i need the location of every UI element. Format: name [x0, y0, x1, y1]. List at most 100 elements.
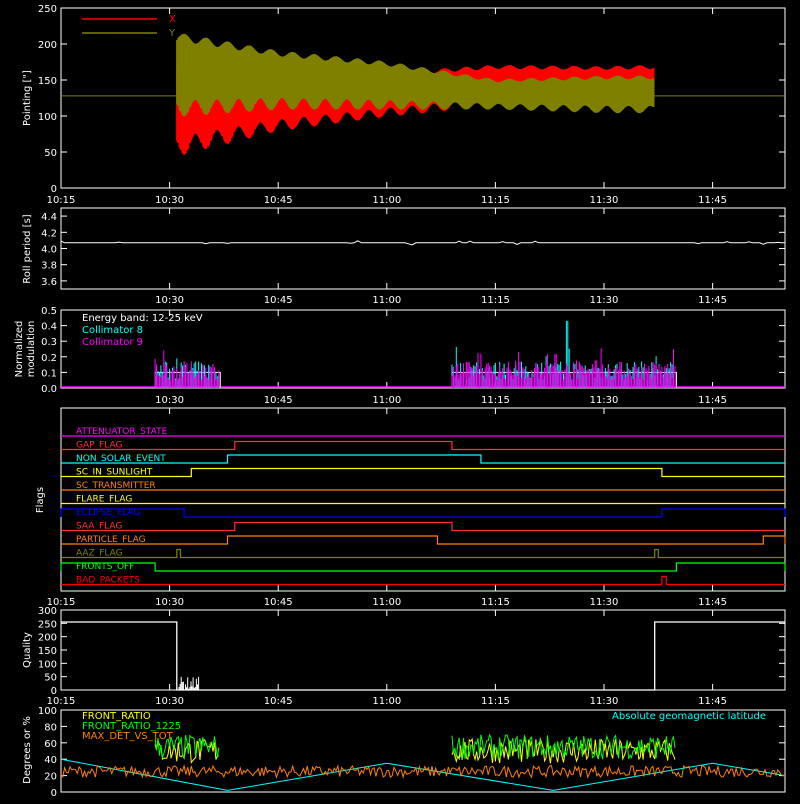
legend-max-det: MAX_DET_VS_TOT: [82, 731, 174, 742]
xtick-label: 11:15: [481, 395, 510, 406]
xtick-label: 10:45: [264, 696, 293, 707]
xtick-label: 11:30: [590, 597, 619, 608]
xtick-label: 10:45: [264, 597, 293, 608]
ratios-panel: Degrees or % 0 20 40 60 80 100 FRONT_RATIO FR…: [22, 706, 786, 799]
flag-label: NON_SOLAR_EVENT: [76, 454, 166, 464]
flag-line-saa_flag: [61, 521, 785, 532]
ytick-label: 60: [44, 739, 57, 750]
ytick-label: 300: [38, 606, 57, 617]
xtick-label: 10:15: [47, 696, 76, 707]
ytick-label: 50: [44, 673, 57, 684]
legend-x-label: X: [169, 14, 176, 25]
xtick-label: 10:45: [264, 195, 293, 206]
xtick-label: 11:30: [590, 195, 619, 206]
quality-ylabel: Quality: [22, 632, 33, 668]
ytick-label: 100: [38, 706, 57, 717]
xtick-label: 11:15: [481, 295, 510, 306]
flag-line-non_solar_event: [61, 454, 785, 464]
front-ratio-series-1: [154, 734, 220, 760]
ytick-label: 0: [51, 686, 57, 697]
ytick-label: 0: [51, 788, 57, 799]
modulation-series-1: [154, 350, 220, 388]
xtick-label: 10:30: [155, 597, 184, 608]
flag-line-gap_flag: [61, 440, 785, 451]
pointing-panel: Pointing ["] 0 50 100 150 200 250 10:15 10:30 1…: [22, 4, 786, 206]
modulation-ylabel-1: Normalized: [14, 321, 25, 378]
flag-label: PARTICLE_FLAG: [76, 535, 146, 545]
flag-label: BAD_PACKETS: [76, 576, 140, 586]
pointing-frame: [60, 7, 786, 189]
pointing-series-y: [176, 33, 655, 117]
flag-line-eclipse_flag: [60, 508, 786, 518]
xtick-label: 11:45: [698, 395, 727, 406]
flag-line-particle_flag: [61, 535, 786, 545]
roll-frame: [60, 207, 786, 290]
flag-label: SAA_FLAG: [76, 522, 122, 532]
flag-line-fronts_off: [60, 562, 786, 572]
quality-series: [61, 621, 785, 691]
ytick-label: 150: [38, 76, 57, 87]
legend-front-ratio-1225: FRONT_RATIO_1225: [82, 721, 181, 732]
flag-label: SC_TRANSMITTER: [76, 481, 156, 491]
ytick-label: 0.3: [41, 337, 57, 348]
ytick-label: 50: [44, 148, 57, 159]
ytick-label: 200: [38, 633, 57, 644]
ytick-label: 80: [44, 722, 57, 733]
ratios-ylabel: Degrees or %: [22, 716, 33, 784]
ytick-label: 100: [38, 112, 57, 123]
xtick-label: 10:45: [264, 395, 293, 406]
flags-panel: Flags ATTENUATOR_STATE GAP_FLAG NON_SOLAR_…: [35, 407, 786, 608]
ytick-label: 40: [44, 755, 57, 766]
flag-label: FRONTS_OFF: [76, 562, 134, 572]
ytick-label: 4.4: [41, 212, 57, 223]
xtick-label: 11:30: [590, 696, 619, 707]
xtick-label: 11:30: [590, 395, 619, 406]
xtick-label: 11:15: [481, 597, 510, 608]
energy-band-label: Energy band: 12-25 keV: [82, 313, 203, 324]
ytick-label: 4.0: [41, 245, 57, 256]
ytick-label: 0.2: [41, 353, 57, 364]
ytick-label: 250: [38, 4, 57, 15]
roll-panel: Roll period [s] 3.6 3.8 4.0 4.2 4.4 10:30 10:…: [22, 207, 786, 306]
max-det-series: [60, 763, 786, 779]
flag-line-bad_packets: [61, 575, 785, 586]
flag-label: ATTENUATOR_STATE: [76, 427, 168, 437]
modulation-series-1: [451, 348, 676, 388]
xtick-label: 11:00: [372, 295, 401, 306]
xtick-label: 11:30: [590, 295, 619, 306]
xtick-label: 11:00: [372, 395, 401, 406]
flags-ylabel: Flags: [35, 487, 46, 513]
front-ratio-series-0: [154, 739, 219, 764]
ytick-label: 150: [38, 646, 57, 657]
xtick-label: 11:45: [698, 195, 727, 206]
xtick-label: 11:00: [372, 195, 401, 206]
ytick-label: 3.6: [41, 277, 57, 288]
ytick-label: 0.4: [41, 322, 57, 333]
ratios-frame: [60, 709, 786, 793]
flags-frame: [60, 407, 786, 592]
xtick-label: 11:45: [698, 597, 727, 608]
xtick-label: 10:30: [155, 696, 184, 707]
ytick-label: 250: [38, 619, 57, 630]
quality-spikes: [176, 676, 200, 690]
pointing-ylabel: Pointing ["]: [22, 70, 33, 126]
ytick-label: 0.5: [41, 306, 57, 317]
ytick-label: 0.1: [41, 368, 57, 379]
legend-collimator8: Collimator 8: [82, 325, 143, 336]
flag-label: ECLIPSE_FLAG: [76, 508, 140, 518]
latitude-annotation: Absolute geomagnetic latitude: [612, 711, 766, 722]
ytick-label: 200: [38, 40, 57, 51]
xtick-label: 11:00: [372, 696, 401, 707]
flag-label: GAP_FLAG: [76, 441, 122, 451]
legend-collimator9: Collimator 9: [82, 337, 143, 348]
front-ratio-series-1: [451, 733, 676, 760]
roll-ylabel: Roll period [s]: [22, 214, 33, 283]
quality-panel: Quality 0 50 100 150 200 250 300 10:15 10:30 10:…: [22, 606, 786, 707]
modulation-ylabel-2: modulation: [26, 321, 37, 378]
ytick-label: 3.8: [41, 261, 57, 272]
ytick-label: 4.2: [41, 228, 57, 239]
xtick-label: 10:15: [47, 195, 76, 206]
xtick-label: 10:30: [155, 195, 184, 206]
